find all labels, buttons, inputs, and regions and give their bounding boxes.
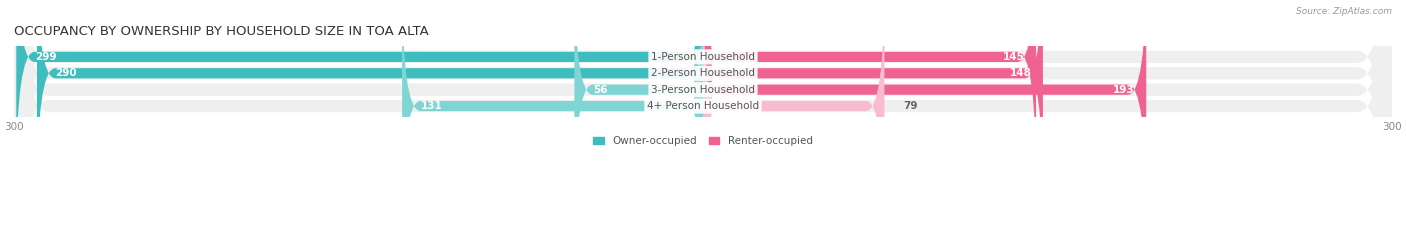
Text: 4+ Person Household: 4+ Person Household xyxy=(647,101,759,111)
Text: 2-Person Household: 2-Person Household xyxy=(651,68,755,78)
Text: 56: 56 xyxy=(593,85,607,95)
Legend: Owner-occupied, Renter-occupied: Owner-occupied, Renter-occupied xyxy=(589,132,817,150)
Text: Source: ZipAtlas.com: Source: ZipAtlas.com xyxy=(1296,7,1392,16)
FancyBboxPatch shape xyxy=(14,0,1392,233)
Text: 3-Person Household: 3-Person Household xyxy=(651,85,755,95)
FancyBboxPatch shape xyxy=(14,0,1392,233)
Text: 1-Person Household: 1-Person Household xyxy=(651,52,755,62)
Text: 79: 79 xyxy=(903,101,917,111)
Text: 299: 299 xyxy=(35,52,56,62)
FancyBboxPatch shape xyxy=(703,0,1146,216)
FancyBboxPatch shape xyxy=(703,0,884,232)
Text: 290: 290 xyxy=(55,68,77,78)
FancyBboxPatch shape xyxy=(17,0,703,183)
Text: OCCUPANCY BY OWNERSHIP BY HOUSEHOLD SIZE IN TOA ALTA: OCCUPANCY BY OWNERSHIP BY HOUSEHOLD SIZE… xyxy=(14,25,429,38)
FancyBboxPatch shape xyxy=(402,0,703,232)
Text: 145: 145 xyxy=(1002,52,1025,62)
FancyBboxPatch shape xyxy=(14,0,1392,233)
FancyBboxPatch shape xyxy=(14,0,1392,233)
FancyBboxPatch shape xyxy=(703,0,1036,183)
Text: 148: 148 xyxy=(1010,68,1032,78)
FancyBboxPatch shape xyxy=(575,0,703,216)
FancyBboxPatch shape xyxy=(37,0,703,199)
Text: 131: 131 xyxy=(420,101,443,111)
FancyBboxPatch shape xyxy=(703,0,1043,199)
Text: 193: 193 xyxy=(1114,85,1135,95)
